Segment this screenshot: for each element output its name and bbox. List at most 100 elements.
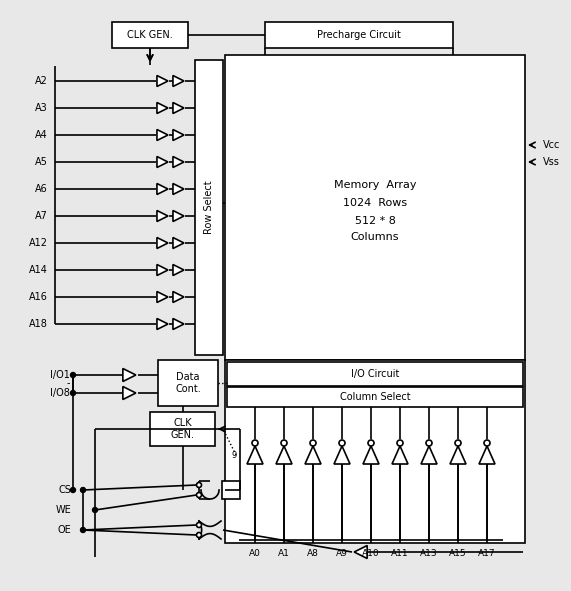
Text: Columns: Columns: [351, 232, 399, 242]
Text: A16: A16: [29, 292, 48, 302]
FancyBboxPatch shape: [265, 22, 453, 48]
FancyBboxPatch shape: [225, 360, 525, 543]
Text: A17: A17: [478, 548, 496, 557]
Text: A12: A12: [29, 238, 48, 248]
Polygon shape: [173, 102, 184, 113]
Polygon shape: [354, 545, 367, 558]
Polygon shape: [173, 129, 184, 141]
Text: CLK
GEN.: CLK GEN.: [171, 418, 195, 440]
Text: I/O8: I/O8: [50, 388, 70, 398]
Polygon shape: [392, 446, 408, 464]
Polygon shape: [334, 446, 350, 464]
Text: Data
Cont.: Data Cont.: [175, 372, 201, 394]
Text: 1024  Rows: 1024 Rows: [343, 199, 407, 209]
Text: A11: A11: [391, 548, 409, 557]
Text: A5: A5: [35, 157, 48, 167]
Polygon shape: [173, 238, 184, 248]
Circle shape: [397, 440, 403, 446]
Circle shape: [339, 440, 345, 446]
Text: Vcc: Vcc: [543, 140, 560, 150]
Polygon shape: [157, 210, 168, 222]
Circle shape: [252, 440, 258, 446]
Text: Precharge Circuit: Precharge Circuit: [317, 30, 401, 40]
FancyBboxPatch shape: [225, 55, 525, 360]
Text: 9: 9: [232, 450, 237, 459]
Polygon shape: [479, 446, 495, 464]
Text: A13: A13: [420, 548, 438, 557]
Text: A1: A1: [278, 548, 290, 557]
Text: A18: A18: [29, 319, 48, 329]
Circle shape: [70, 488, 75, 492]
Circle shape: [196, 482, 202, 488]
Polygon shape: [157, 319, 168, 330]
Text: OE: OE: [57, 525, 71, 535]
Polygon shape: [157, 102, 168, 113]
Text: Memory  Array: Memory Array: [334, 180, 416, 190]
Polygon shape: [305, 446, 321, 464]
Text: CLK GEN.: CLK GEN.: [127, 30, 173, 40]
Circle shape: [70, 372, 75, 378]
Text: A15: A15: [449, 548, 467, 557]
Text: A0: A0: [249, 548, 261, 557]
Circle shape: [70, 391, 75, 395]
Text: CS: CS: [58, 485, 71, 495]
FancyBboxPatch shape: [227, 387, 523, 407]
Text: A3: A3: [35, 103, 48, 113]
FancyBboxPatch shape: [158, 360, 218, 406]
Polygon shape: [123, 369, 136, 382]
Circle shape: [426, 440, 432, 446]
Text: WE: WE: [55, 505, 71, 515]
Circle shape: [281, 440, 287, 446]
Polygon shape: [173, 210, 184, 222]
Polygon shape: [173, 265, 184, 275]
Circle shape: [368, 440, 374, 446]
Polygon shape: [247, 446, 263, 464]
Circle shape: [484, 440, 490, 446]
Circle shape: [196, 492, 202, 498]
Circle shape: [81, 528, 86, 532]
Polygon shape: [157, 157, 168, 167]
Text: Column Select: Column Select: [340, 392, 411, 402]
Text: A4: A4: [35, 130, 48, 140]
Polygon shape: [421, 446, 437, 464]
Polygon shape: [363, 446, 379, 464]
Text: A9: A9: [336, 548, 348, 557]
Text: A14: A14: [29, 265, 48, 275]
Text: A2: A2: [35, 76, 48, 86]
Text: A6: A6: [35, 184, 48, 194]
Polygon shape: [157, 265, 168, 275]
Polygon shape: [173, 76, 184, 86]
FancyBboxPatch shape: [227, 362, 523, 386]
Polygon shape: [157, 183, 168, 194]
Text: A8: A8: [307, 548, 319, 557]
Polygon shape: [157, 238, 168, 248]
Circle shape: [455, 440, 461, 446]
Text: I/O Circuit: I/O Circuit: [351, 369, 399, 379]
Text: Vss: Vss: [543, 157, 560, 167]
Circle shape: [196, 532, 202, 537]
FancyBboxPatch shape: [222, 481, 240, 499]
Circle shape: [196, 522, 202, 528]
Text: Row Select: Row Select: [204, 181, 214, 234]
Polygon shape: [157, 76, 168, 86]
Circle shape: [81, 488, 86, 492]
Circle shape: [310, 440, 316, 446]
Text: 512 * 8: 512 * 8: [355, 216, 396, 226]
FancyBboxPatch shape: [112, 22, 188, 48]
Polygon shape: [173, 291, 184, 303]
Polygon shape: [157, 129, 168, 141]
Text: -: -: [66, 378, 70, 388]
Polygon shape: [173, 157, 184, 167]
FancyBboxPatch shape: [195, 60, 223, 355]
Circle shape: [93, 508, 98, 512]
Polygon shape: [123, 387, 136, 400]
Polygon shape: [173, 319, 184, 330]
Polygon shape: [276, 446, 292, 464]
Polygon shape: [173, 183, 184, 194]
Text: A7: A7: [35, 211, 48, 221]
Text: A10: A10: [362, 548, 380, 557]
FancyBboxPatch shape: [150, 412, 215, 446]
Polygon shape: [157, 291, 168, 303]
Text: I/O1: I/O1: [50, 370, 70, 380]
Polygon shape: [450, 446, 466, 464]
